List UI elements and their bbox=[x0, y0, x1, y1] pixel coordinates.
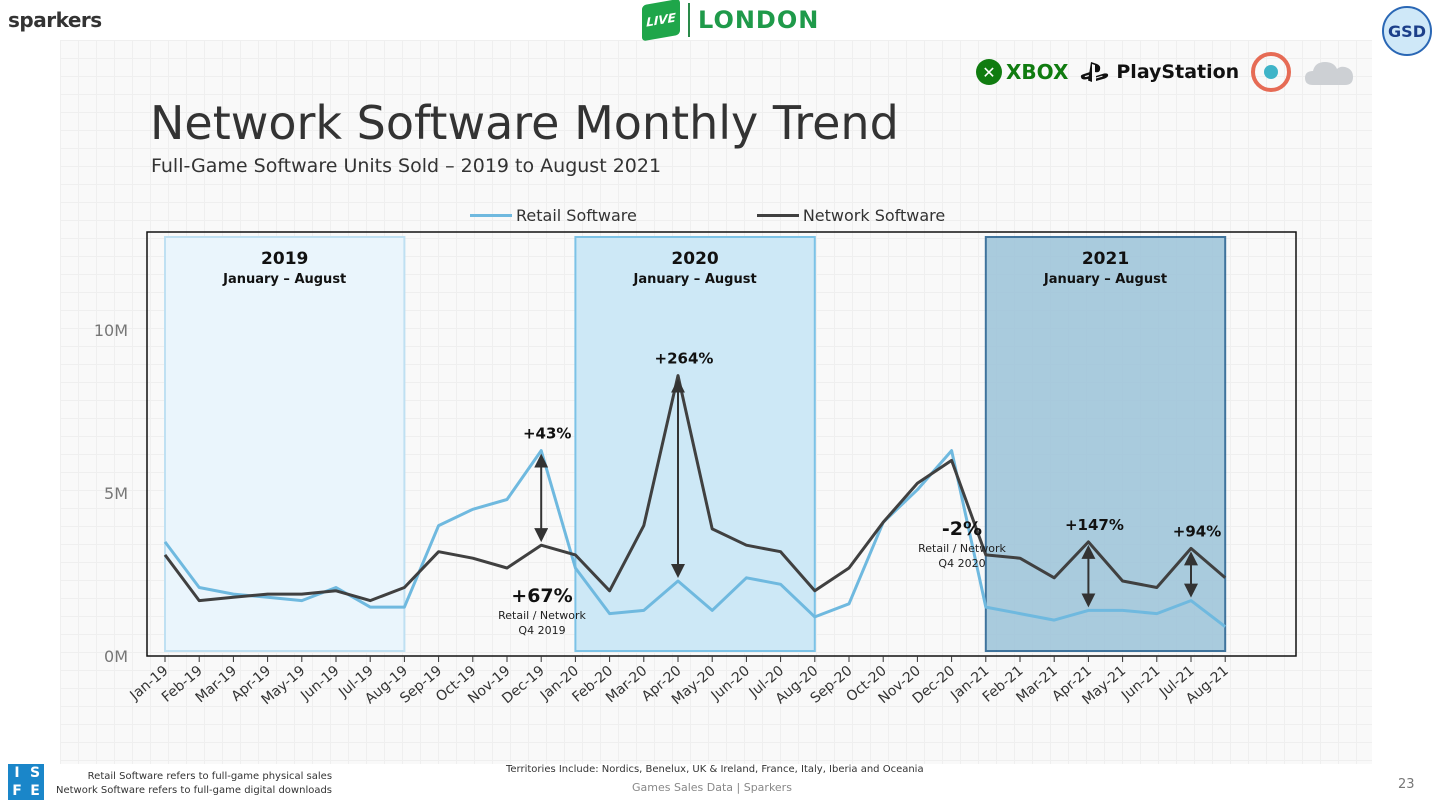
event-logo: LIVE LONDON bbox=[642, 0, 820, 42]
xbox-icon: ✕ bbox=[976, 59, 1002, 85]
period-range-2020: January – August bbox=[633, 272, 757, 287]
gap-label: +94% bbox=[1173, 522, 1221, 540]
legend-item-network: Network Software bbox=[756, 206, 946, 225]
y-tick-label: 0M bbox=[104, 647, 128, 666]
x-tick-label: Jun-19 bbox=[297, 663, 342, 705]
annotation-note: Retail / Network bbox=[498, 609, 586, 622]
territories-note: Territories Include: Nordics, Benelux, U… bbox=[506, 764, 924, 775]
xbox-logo: ✕ XBOX bbox=[976, 59, 1068, 85]
playstation-logo: PlayStation bbox=[1080, 60, 1239, 84]
sparkers-wordmark: sparkers bbox=[8, 8, 102, 32]
annotation-note: Q4 2020 bbox=[938, 557, 985, 570]
chart-subtitle: Full-Game Software Units Sold – 2019 to … bbox=[151, 155, 662, 177]
xbox-label: XBOX bbox=[1006, 60, 1069, 84]
gap-label: +264% bbox=[655, 350, 714, 368]
chart-legend: Retail Software Network Software bbox=[470, 206, 945, 225]
isfe-letter: I bbox=[14, 765, 20, 781]
gap-label: +43% bbox=[523, 425, 571, 443]
y-tick-label: 10M bbox=[94, 321, 128, 340]
isfe-logo: I S F E bbox=[8, 764, 44, 800]
legend-label-retail: Retail Software bbox=[516, 206, 637, 225]
chart-title: Network Software Monthly Trend bbox=[150, 96, 899, 150]
footnote-network: Network Software refers to full-game dig… bbox=[56, 785, 333, 796]
cloud-icon bbox=[1305, 62, 1354, 85]
isfe-letter: E bbox=[30, 783, 40, 799]
footnote-retail: Retail Software refers to full-game phys… bbox=[87, 771, 333, 782]
legend-label-network: Network Software bbox=[802, 206, 946, 225]
annotation-value: +67% bbox=[511, 585, 572, 607]
playstation-icon bbox=[1081, 62, 1109, 82]
legend-swatch-retail bbox=[470, 214, 512, 217]
period-box-2021 bbox=[984, 236, 1227, 652]
playstation-label: PlayStation bbox=[1116, 61, 1240, 83]
logo-divider bbox=[688, 3, 690, 37]
y-tick-label: 5M bbox=[104, 484, 128, 503]
legend-swatch-network bbox=[756, 214, 799, 217]
annotation-note: Q4 2019 bbox=[518, 624, 565, 637]
period-range-2021: January – August bbox=[1043, 272, 1167, 287]
source-note: Games Sales Data | Sparkers bbox=[632, 781, 792, 794]
gsd-logo: GSD bbox=[1382, 6, 1432, 56]
footnotes: Retail Software refers to full-game phys… bbox=[56, 770, 332, 798]
period-range-2019: January – August bbox=[222, 272, 346, 287]
event-city: LONDON bbox=[698, 6, 820, 34]
page-number: 23 bbox=[1398, 777, 1415, 792]
period-year-2019: 2019 bbox=[261, 249, 308, 269]
period-box-2019 bbox=[164, 236, 406, 652]
retail-software-line bbox=[163, 449, 1227, 628]
annotation-value: -2% bbox=[942, 518, 982, 540]
plot-frame bbox=[146, 231, 1297, 657]
isfe-letter: S bbox=[29, 765, 41, 781]
nintendo-switch-icon bbox=[1251, 52, 1292, 92]
x-tick-label: Jun-20 bbox=[708, 663, 753, 705]
network-software-line bbox=[163, 374, 1227, 603]
platform-logos: ✕ XBOX PlayStation bbox=[976, 52, 1355, 92]
annotation-note: Retail / Network bbox=[918, 542, 1006, 555]
period-year-2021: 2021 bbox=[1082, 249, 1129, 269]
period-year-2020: 2020 bbox=[671, 249, 718, 269]
isfe-letter: F bbox=[12, 783, 22, 799]
sparkers-logo: sparkers bbox=[8, 8, 102, 32]
x-tick-label: Jun-21 bbox=[1118, 663, 1163, 705]
legend-item-retail: Retail Software bbox=[470, 206, 637, 225]
gap-label: +147% bbox=[1065, 516, 1124, 534]
